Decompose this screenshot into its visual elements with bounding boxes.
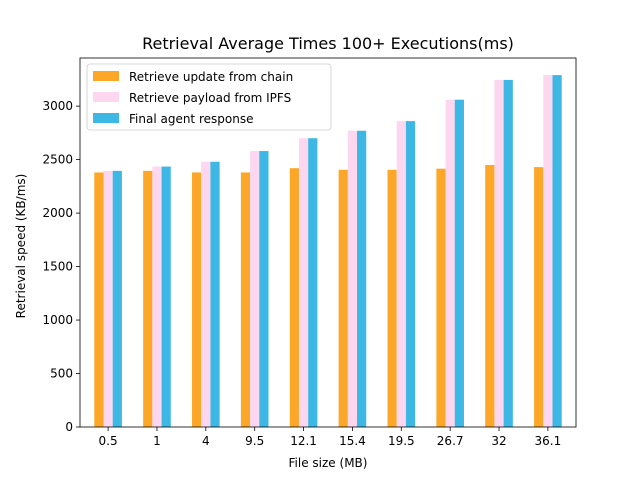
bar-series-3-26.7 [454, 99, 464, 428]
bar-series-1-1 [143, 170, 153, 427]
bar-series-1-36.1 [534, 167, 544, 427]
x-tick-label: 12.1 [290, 434, 317, 448]
y-tick-label: 3000 [42, 99, 73, 113]
x-tick-label: 9.5 [245, 434, 264, 448]
bar-series-2-12.1 [298, 138, 309, 427]
bar-series-3-15.4 [357, 130, 367, 428]
bar-series-1-19.5 [387, 169, 397, 427]
bar-series-1-9.5 [240, 172, 251, 427]
bar-series-1-15.4 [338, 169, 348, 427]
x-tick-label: 0.5 [99, 434, 118, 448]
legend-swatch-2 [93, 92, 119, 102]
legend-label-1: Retrieve update from chain [129, 70, 293, 84]
y-axis-label: Retrieval speed (KB/ms) [14, 174, 28, 319]
bar-series-1-4 [192, 172, 202, 427]
bar-series-2-26.7 [445, 99, 455, 428]
bar-series-3-9.5 [259, 151, 269, 428]
bar-series-2-15.4 [347, 130, 358, 428]
x-tick-label: 19.5 [388, 434, 415, 448]
bar-series-2-0.5 [103, 170, 113, 427]
y-tick-label: 500 [50, 367, 73, 381]
bar-series-3-1 [161, 166, 171, 427]
bar-series-1-0.5 [94, 172, 104, 427]
bar-series-1-26.7 [436, 168, 446, 427]
legend-swatch-3 [93, 113, 119, 123]
x-tick-label: 26.7 [437, 434, 464, 448]
bar-series-3-12.1 [308, 138, 318, 427]
legend-label-3: Final agent response [129, 112, 253, 126]
y-tick-label: 2000 [42, 206, 73, 220]
bar-series-2-1 [152, 166, 162, 427]
plot-frame [79, 57, 577, 428]
legend-label-2: Retrieve payload from IPFS [129, 91, 291, 105]
chart-title: Retrieval Average Times 100+ Executions(… [142, 34, 514, 53]
x-axis-label: File size (MB) [289, 456, 368, 470]
x-tick-label: 4 [202, 434, 210, 448]
y-tick-label: 1500 [42, 260, 73, 274]
x-tick-label: 32 [491, 434, 506, 448]
plot-area: 0.5 1 4 9.5 12.1 15.4 19.5 26.7 32 36.1 0 500 1000 15… [42, 57, 577, 448]
bar-series-2-19.5 [396, 121, 406, 427]
y-tick-label: 1000 [42, 313, 73, 327]
y-tick-label: 0 [65, 420, 73, 434]
bar-series-2-9.5 [250, 151, 260, 428]
bar-series-2-32 [494, 79, 504, 428]
legend-box [86, 63, 332, 131]
bar-series-3-32 [503, 79, 513, 428]
x-tick-label: 36.1 [535, 434, 562, 448]
legend-swatch-1 [93, 71, 119, 81]
bar-series-3-36.1 [552, 75, 562, 428]
bar-series-2-4 [201, 161, 211, 427]
x-tick-label: 1 [153, 434, 161, 448]
bar-series-3-4 [210, 161, 220, 427]
bar-series-1-12.1 [289, 168, 299, 428]
y-tick-label: 2500 [42, 153, 73, 167]
bar-series-1-32 [485, 164, 495, 427]
bar-series-3-19.5 [405, 121, 416, 427]
bar-series-3-0.5 [112, 170, 122, 427]
x-tick-label: 15.4 [339, 434, 366, 448]
legend: Retrieve update from chain Retrieve paylo… [86, 63, 332, 131]
bar-series-2-36.1 [543, 75, 553, 428]
